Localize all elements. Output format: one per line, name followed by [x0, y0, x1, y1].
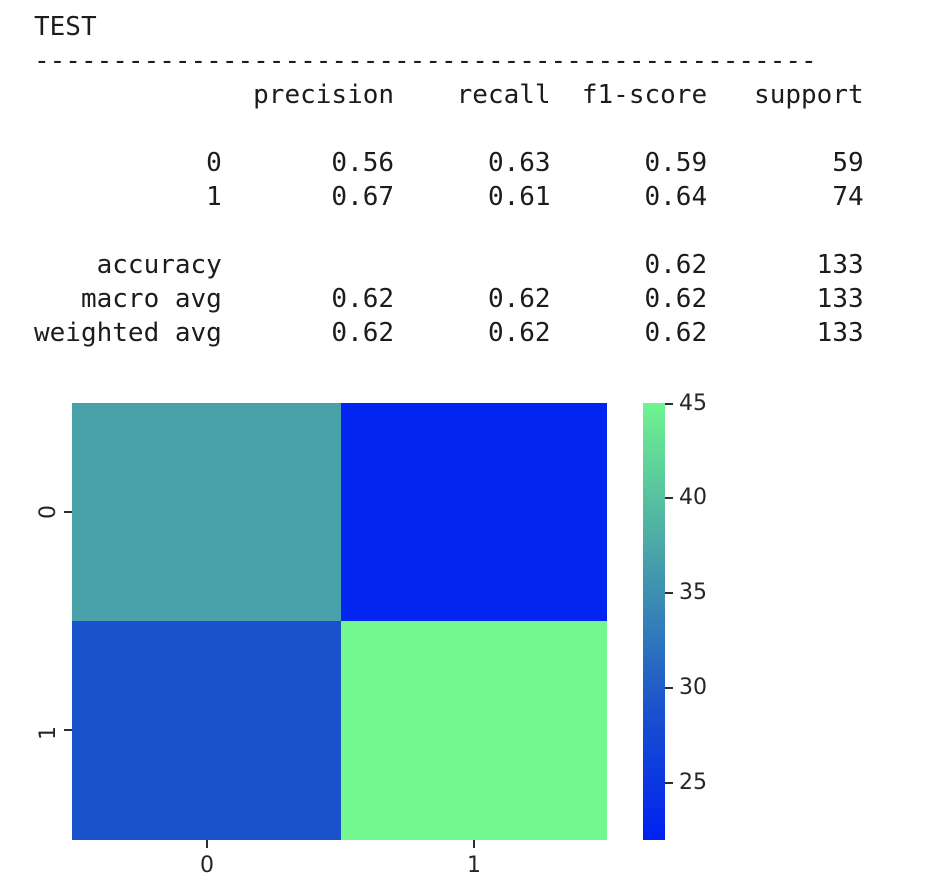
colorbar-label-40: 40: [679, 485, 707, 510]
y-axis-label-0: 0: [35, 505, 61, 519]
colorbar-tick-30: [665, 687, 673, 689]
colorbar-tick-35: [665, 592, 673, 594]
x-axis-tick-1: [473, 840, 475, 848]
y-axis-tick-1: [64, 729, 72, 731]
heatmap-cell-0-1: [341, 403, 607, 621]
heatmap-cell-1-0: [72, 621, 341, 840]
y-axis-tick-0: [64, 511, 72, 513]
colorbar-label-45: 45: [679, 391, 707, 416]
colorbar-label-25: 25: [679, 770, 707, 795]
x-axis-label-1: 1: [467, 853, 481, 878]
heatmap-grid: [72, 403, 607, 840]
colorbar-tick-25: [665, 782, 673, 784]
colorbar-tick-40: [665, 497, 673, 499]
colorbar-label-30: 30: [679, 675, 707, 700]
y-axis-label-1: 1: [35, 726, 61, 740]
x-axis-label-0: 0: [200, 853, 214, 878]
heatmap-cell-1-1: [341, 621, 607, 840]
heatmap-cell-0-0: [72, 403, 341, 621]
x-axis-tick-0: [206, 840, 208, 848]
classification-report-text: TEST -----------------------------------…: [34, 12, 864, 348]
colorbar: [643, 403, 665, 840]
colorbar-label-35: 35: [679, 580, 707, 605]
colorbar-tick-45: [665, 403, 673, 405]
